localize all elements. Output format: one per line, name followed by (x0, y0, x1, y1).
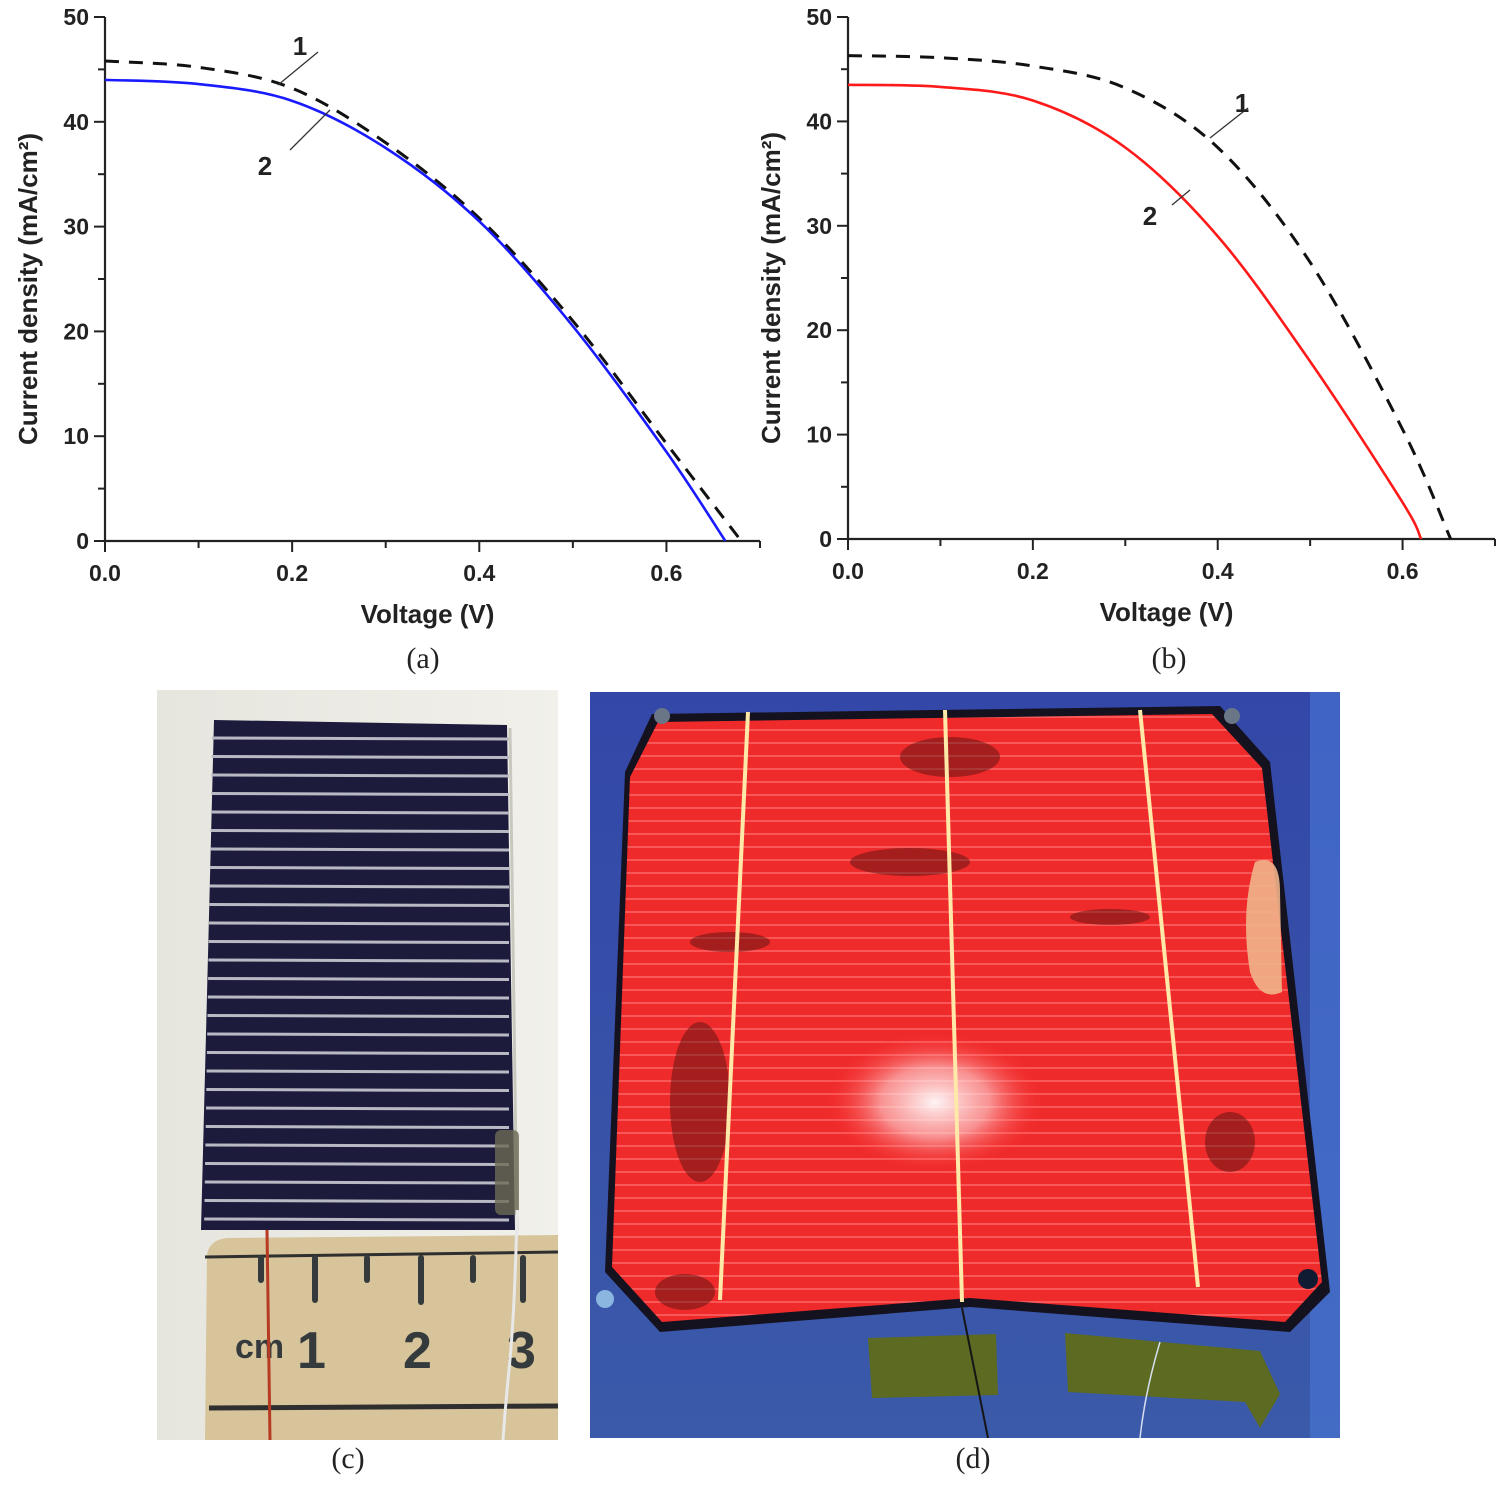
ruler (205, 1235, 558, 1440)
x-axis-title: Voltage (V) (1100, 597, 1234, 627)
y-axis-title: Current density (mA/cm²) (756, 132, 786, 444)
solar-cell-surface (612, 714, 1322, 1322)
y-tick-label: 50 (63, 4, 89, 30)
ruler-label-2: 2 (403, 1322, 432, 1380)
photo-d-large-solar-cell (590, 692, 1340, 1438)
caption-a: (a) (406, 642, 440, 675)
y-tick-label: 50 (806, 4, 832, 30)
caption-c: (c) (331, 1442, 365, 1475)
x-axis-title: Voltage (V) (361, 599, 495, 629)
photo-c-small-solar-cell: cm 1 2 3 (157, 690, 558, 1440)
y-tick-label: 20 (806, 317, 832, 343)
ruler-label-1: 1 (297, 1322, 326, 1380)
y-tick-label: 20 (63, 318, 89, 344)
red-wire (265, 1229, 272, 1440)
y-tick-label: 0 (76, 528, 89, 554)
series-2-curve (847, 83, 1423, 540)
caption-d: (d) (955, 1442, 991, 1475)
axes: 0 10 20 30 40 50 0.0 0.2 0.4 0.6 Voltage (V) Curren… (756, 4, 1496, 627)
x-tick-label: 0.6 (650, 560, 682, 586)
x-tick-label: 0.0 (89, 560, 121, 586)
y-tick-label: 0 (819, 526, 832, 552)
y-tick-label: 30 (63, 214, 89, 240)
solar-cell-body (201, 720, 515, 1230)
chart-a: 0 10 20 30 40 50 0.0 0.2 0.4 0.6 Voltage (V) Curren… (0, 0, 780, 640)
x-tick-label: 0.2 (1017, 558, 1049, 584)
y-tick-label: 10 (63, 423, 89, 449)
y-tick-label: 10 (806, 422, 832, 448)
chart-a-plot: 0 10 20 30 40 50 0.0 0.2 0.4 0.6 Voltage (V) Curren… (13, 4, 761, 629)
y-axis-title: Current density (mA/cm²) (13, 133, 43, 445)
solar-cell-luminescence-illustration (590, 692, 1340, 1438)
x-tick-label: 0.4 (1202, 558, 1234, 584)
series-1-curve (104, 59, 743, 542)
series-1-curve (847, 54, 1453, 540)
x-tick-label: 0.6 (1387, 558, 1419, 584)
tape-left (868, 1334, 998, 1398)
busbars (718, 709, 1200, 1303)
curve-label-2: 2 (258, 151, 272, 181)
caption-b: (b) (1151, 642, 1187, 675)
tape-right (1065, 1333, 1280, 1428)
white-wire (501, 1209, 519, 1440)
x-tick-label: 0.4 (463, 560, 495, 586)
y-tick-label: 40 (63, 109, 89, 135)
solar-cell-ruler-illustration: cm 1 2 3 (157, 690, 558, 1440)
y-tick-label: 40 (806, 108, 832, 134)
axes: 0 10 20 30 40 50 0.0 0.2 0.4 0.6 Voltage (V) Curren… (13, 4, 761, 629)
curve-label-1: 1 (1235, 88, 1249, 118)
ruler-label-cm: cm (235, 1328, 284, 1366)
curve-label-1: 1 (293, 31, 307, 61)
y-tick-label: 30 (806, 213, 832, 239)
curve-label-2: 2 (1143, 201, 1157, 231)
chart-b: 0 10 20 30 40 50 0.0 0.2 0.4 0.6 Voltage (V) Curren… (740, 0, 1500, 640)
x-tick-label: 0.2 (276, 560, 308, 586)
x-tick-label: 0.0 (832, 558, 864, 584)
series-2-curve (104, 78, 727, 542)
chart-b-plot: 0 10 20 30 40 50 0.0 0.2 0.4 0.6 Voltage (V) Curren… (756, 4, 1496, 627)
